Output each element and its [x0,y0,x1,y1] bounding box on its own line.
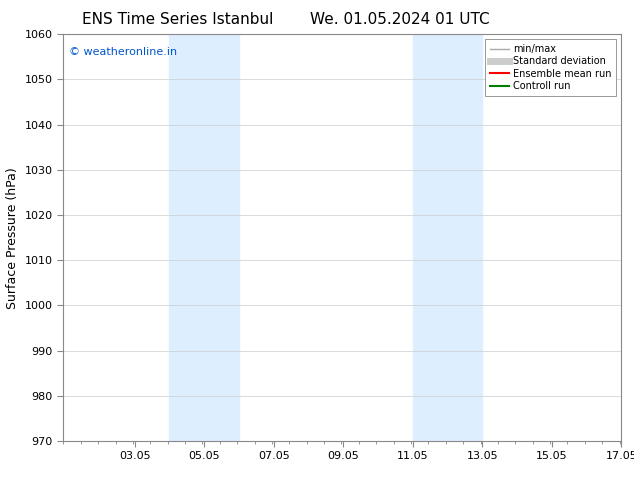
Text: We. 01.05.2024 01 UTC: We. 01.05.2024 01 UTC [309,12,489,27]
Bar [413,34,482,441]
Text: ENS Time Series Istanbul: ENS Time Series Istanbul [82,12,273,27]
Legend: min/max, Standard deviation, Ensemble mean run, Controll run: min/max, Standard deviation, Ensemble me… [485,39,616,96]
Y-axis label: Surface Pressure (hPa): Surface Pressure (hPa) [6,167,19,309]
Text: © weatheronline.in: © weatheronline.in [69,47,177,56]
Bar [169,34,239,441]
